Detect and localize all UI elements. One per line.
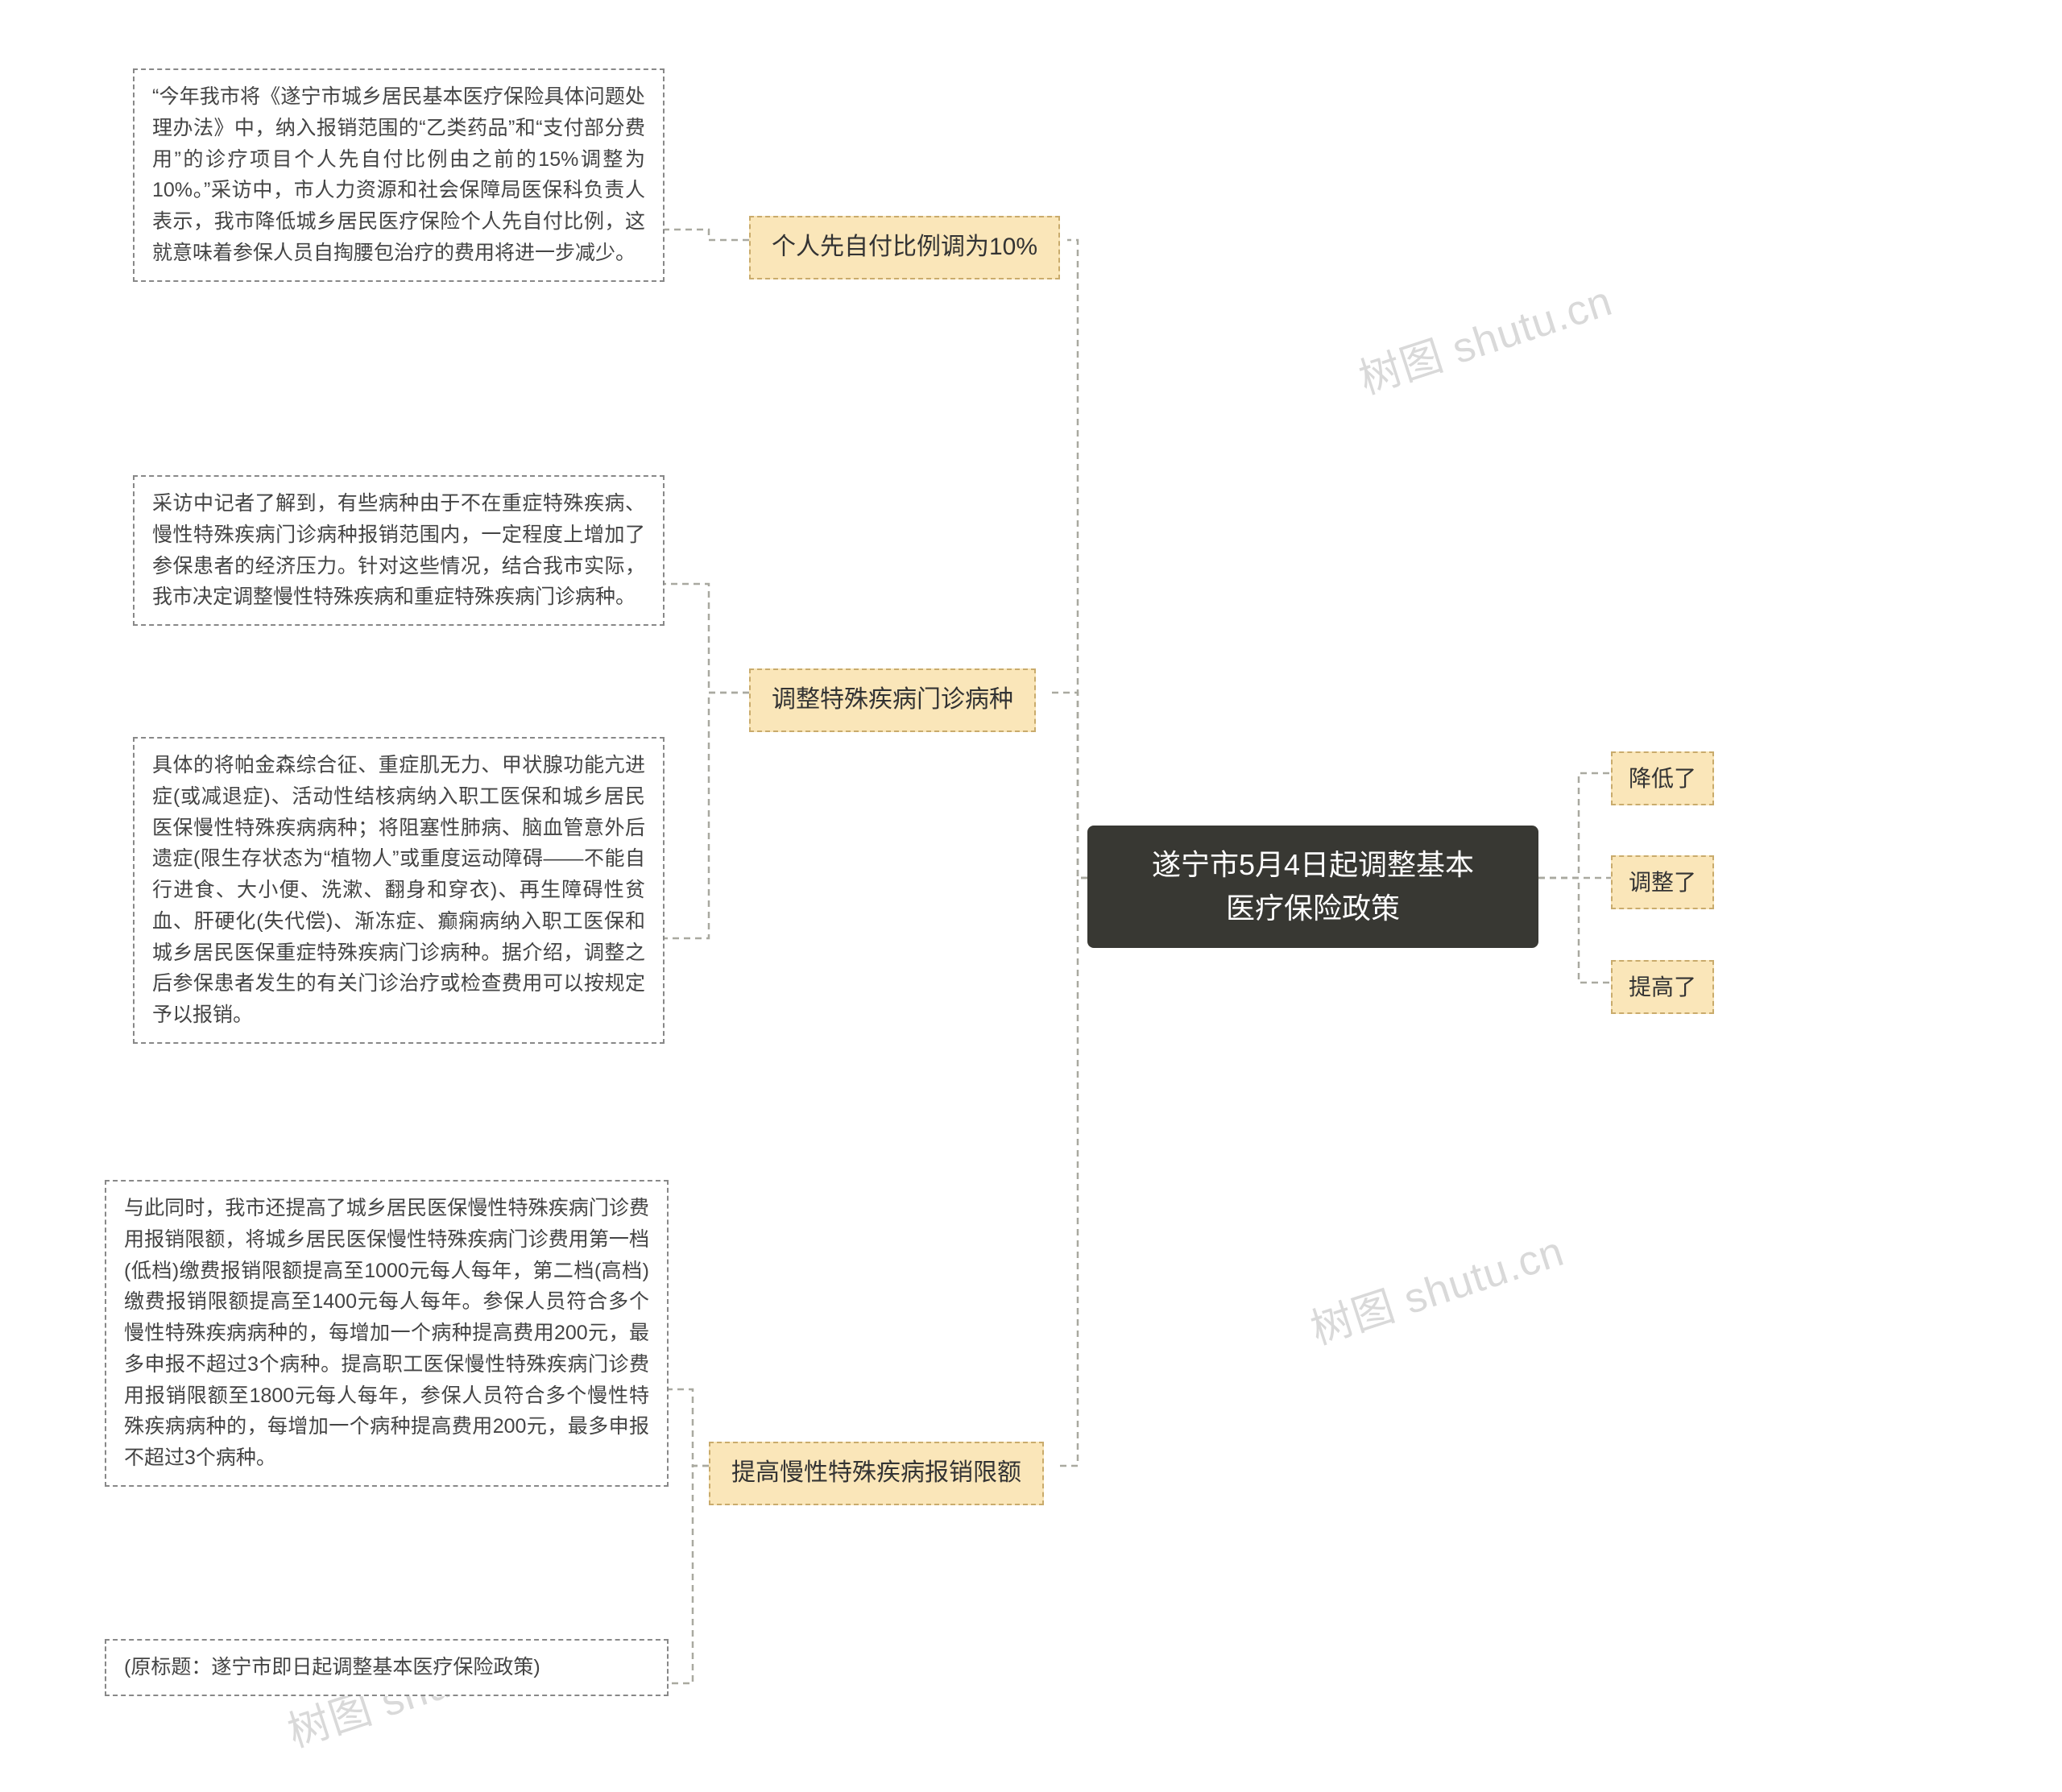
detail-copay: “今年我市将《遂宁市城乡居民基本医疗保险具体问题处理办法》中，纳入报销范围的“乙… <box>133 68 665 282</box>
root-line2: 医疗保险政策 <box>1226 892 1400 925</box>
topic-copay-10[interactable]: 个人先自付比例调为10% <box>749 216 1060 279</box>
watermark: 树图 shutu.cn <box>1350 267 1618 405</box>
detail-original-title: (原标题：遂宁市即日起调整基本医疗保险政策) <box>105 1639 669 1696</box>
right-raised[interactable]: 提高了 <box>1611 960 1714 1014</box>
detail-limit: 与此同时，我市还提高了城乡居民医保慢性特殊疾病门诊费用报销限额，将城乡居民医保慢… <box>105 1180 669 1487</box>
detail-disease-list: 具体的将帕金森综合征、重症肌无力、甲状腺功能亢进症(或减退症)、活动性结核病纳入… <box>133 737 665 1044</box>
detail-disease-intro: 采访中记者了解到，有些病种由于不在重症特殊疾病、慢性特殊疾病门诊病种报销范围内，… <box>133 475 665 626</box>
root-node[interactable]: 遂宁市5月4日起调整基本 医疗保险政策 <box>1087 826 1538 948</box>
right-lowered[interactable]: 降低了 <box>1611 751 1714 805</box>
watermark: 树图 shutu.cn <box>1302 1217 1570 1355</box>
mindmap-canvas: 树图 shutu.cn 树图 shutu.cn 树图 shutu.cn 树图 s… <box>0 0 2062 1792</box>
topic-raise-limit[interactable]: 提高慢性特殊疾病报销限额 <box>709 1442 1044 1505</box>
right-adjusted[interactable]: 调整了 <box>1611 855 1714 909</box>
root-line1: 遂宁市5月4日起调整基本 <box>1152 848 1474 881</box>
topic-adjust-diseases[interactable]: 调整特殊疾病门诊病种 <box>749 668 1036 732</box>
